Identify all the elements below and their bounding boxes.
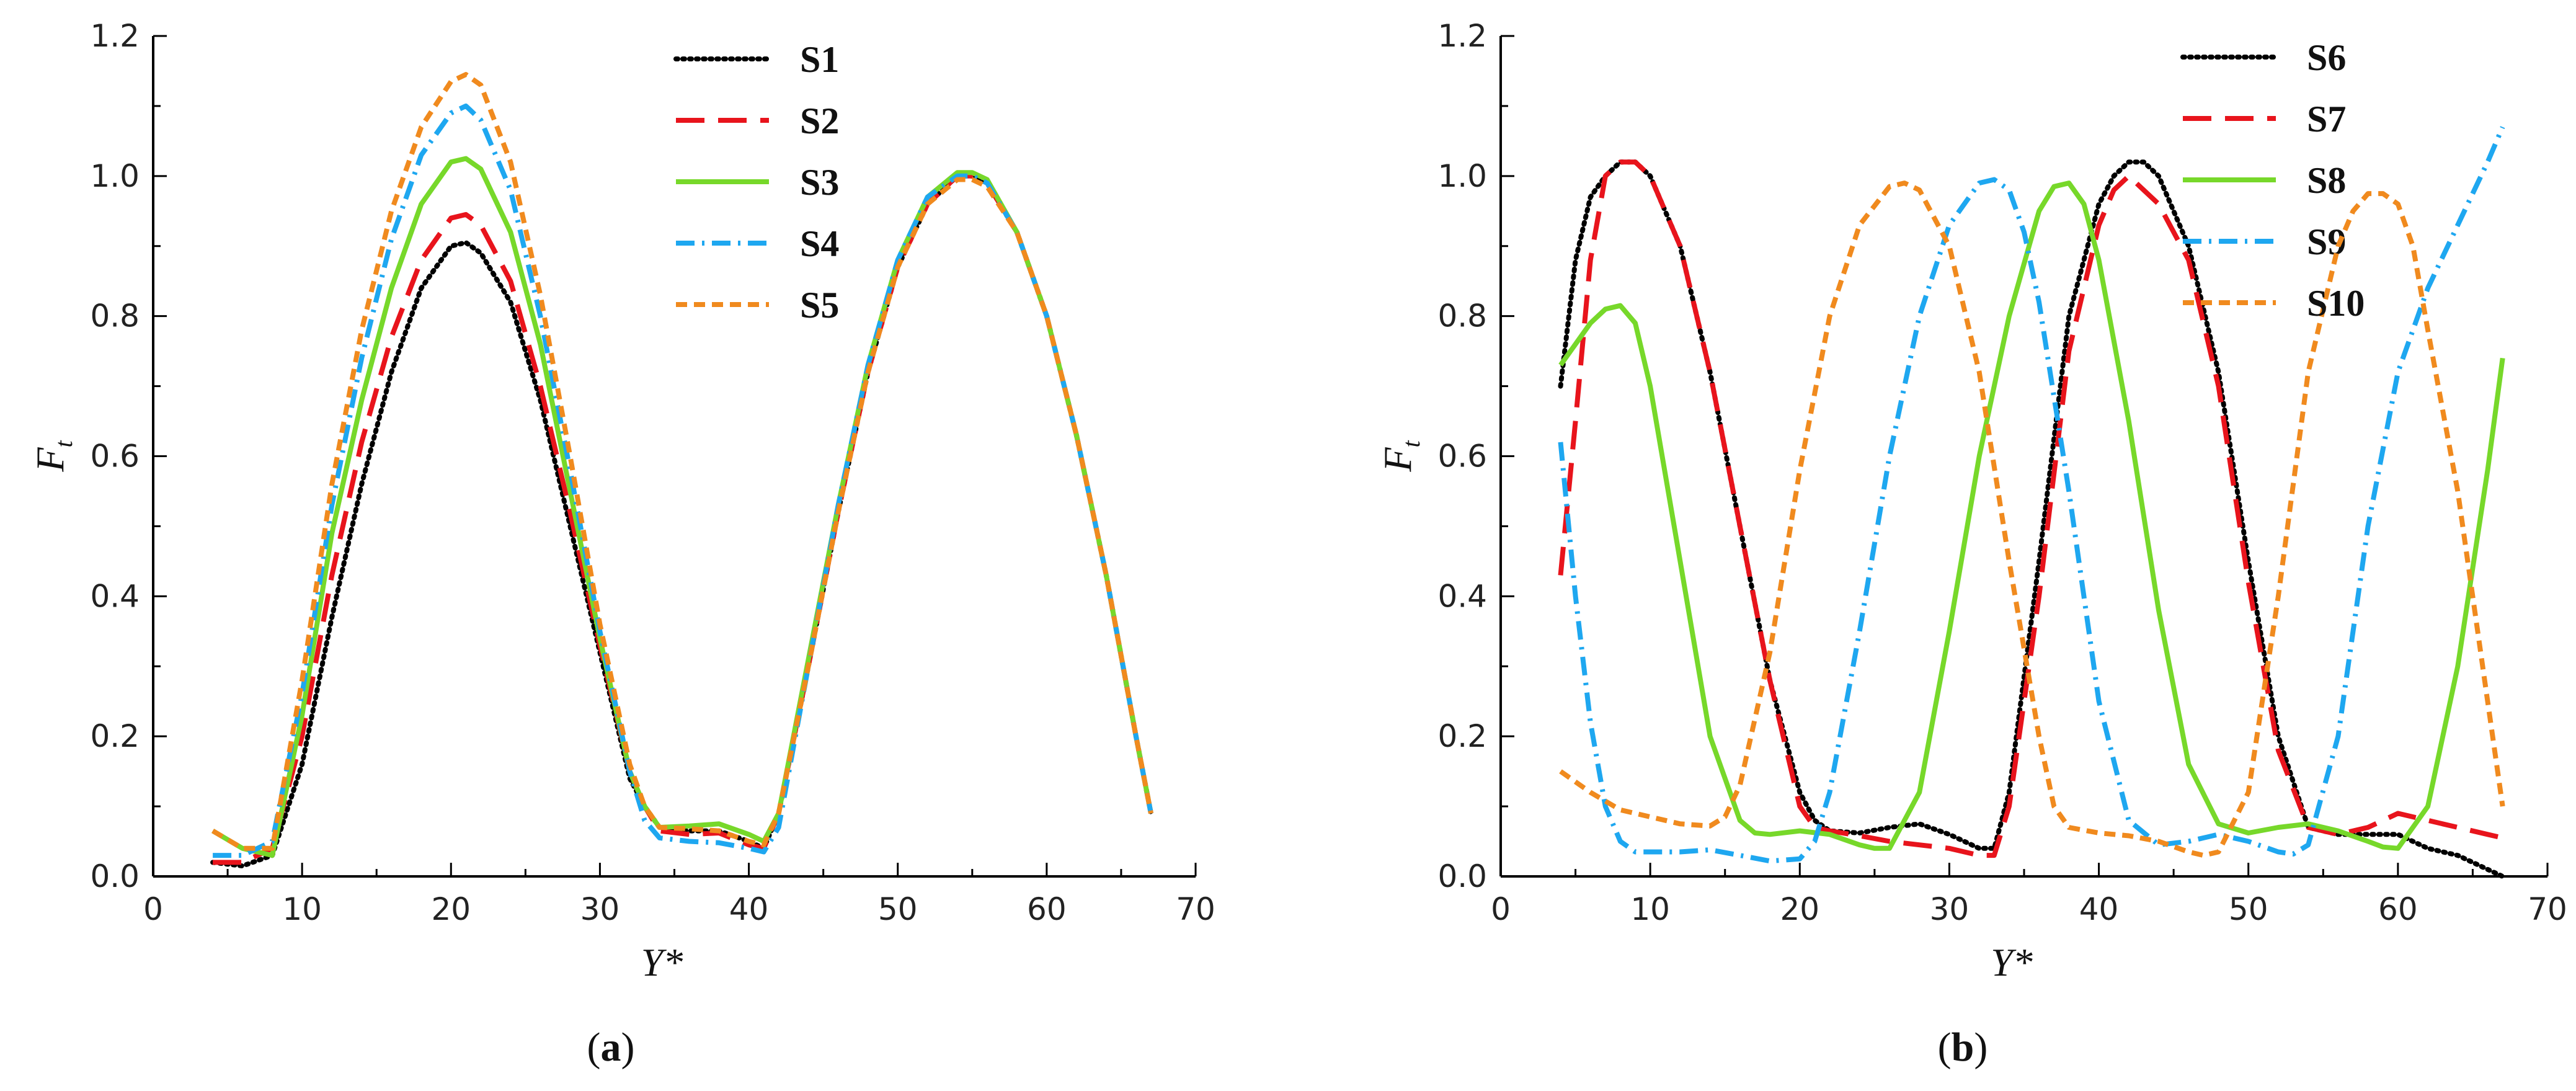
x-tick-label: 20: [1780, 891, 1819, 927]
x-tick-label: 0: [143, 891, 163, 927]
legend-label-s1: S1: [800, 39, 839, 80]
series-line-s10: [1559, 180, 2505, 858]
panel-label-close: ): [621, 1025, 635, 1070]
x-tick-label: 10: [1630, 891, 1670, 927]
legend-label-s5: S5: [800, 285, 839, 326]
y-tick-label: 0.8: [90, 298, 140, 334]
y-tick-label: 0.0: [90, 858, 140, 894]
chart-panel-a: 0 10 20 30 40 50 60 70 0.0 0.2 0.4 0.6 0.8 1.0 1.2 Y* Ft…: [28, 18, 1215, 1070]
series-line-s5: [211, 72, 1153, 851]
y-axis-title-subscript: t: [50, 440, 78, 448]
panel-label-letter: a: [601, 1025, 621, 1070]
x-axis-title: Y*: [1991, 940, 2033, 984]
y-tick-label: 0.2: [90, 718, 140, 754]
series-line-s1: [210, 173, 1153, 869]
y-tick-label: 0.4: [1437, 578, 1487, 614]
legend-label-s10: S10: [2307, 283, 2365, 324]
x-tick-label: 60: [2378, 891, 2418, 927]
panel-label-open: (: [587, 1025, 601, 1070]
legend-label-s3: S3: [800, 162, 839, 203]
series-line-s3: [211, 156, 1153, 858]
x-tick-label: 0: [1491, 891, 1511, 927]
panel-label-close: ): [1974, 1025, 1988, 1070]
x-tick-label: 30: [1930, 891, 1970, 927]
chart-panel-b: 0 10 20 30 40 50 60 70 0.0 0.2 0.4 0.6 0.8 1.0 1.2 Y* Ft…: [1375, 18, 2567, 1070]
legend-label-s2: S2: [800, 100, 839, 141]
series-line-s4: [213, 103, 1153, 858]
legend-label-s8: S8: [2307, 160, 2346, 201]
y-tick-label: 1.2: [1437, 18, 1487, 54]
y-tick-label: 0.4: [90, 578, 140, 614]
y-tick-label: 1.0: [90, 158, 140, 194]
x-tick-label: 40: [729, 891, 769, 927]
x-tick-label: 60: [1027, 891, 1067, 927]
panel-label: (a): [587, 1025, 635, 1070]
y-tick-label: 1.0: [1437, 158, 1487, 194]
x-tick-label: 50: [878, 891, 918, 927]
x-tick-label: 20: [431, 891, 471, 927]
series-line-s8: [1558, 180, 2505, 851]
y-tick-label: 0.0: [1437, 858, 1487, 894]
y-axis-title-group: Ft: [1375, 440, 1425, 473]
y-tick-label: 0.6: [1437, 439, 1487, 474]
x-axis-title: Y*: [641, 940, 683, 984]
panel-label-open: (: [1938, 1025, 1952, 1070]
y-axis-title-group: Ft: [28, 440, 78, 473]
x-tick-label: 70: [2528, 891, 2567, 927]
x-tick-label: 70: [1176, 891, 1215, 927]
y-axis-title: Ft: [28, 440, 78, 473]
y-tick-label: 0.2: [1437, 718, 1487, 754]
series-line-s7: [1558, 159, 2503, 858]
y-tick-label: 0.6: [90, 439, 140, 474]
y-tick-label: 1.2: [90, 18, 140, 54]
panel-label: (b): [1938, 1025, 1988, 1070]
legend-label-s6: S6: [2307, 37, 2346, 78]
x-tick-label: 40: [2079, 891, 2119, 927]
panel-label-letter: b: [1952, 1025, 1974, 1070]
y-tick-label: 0.8: [1437, 298, 1487, 334]
x-tick-label: 10: [282, 891, 322, 927]
y-axis-title: Ft: [1375, 440, 1425, 473]
x-tick-label: 50: [2229, 891, 2268, 927]
legend-label-s4: S4: [800, 223, 839, 264]
y-axis-title-subscript: t: [1397, 440, 1425, 448]
series-line-s9: [1558, 126, 2505, 864]
legend-label-s7: S7: [2307, 99, 2346, 140]
x-tick-label: 30: [580, 891, 620, 927]
